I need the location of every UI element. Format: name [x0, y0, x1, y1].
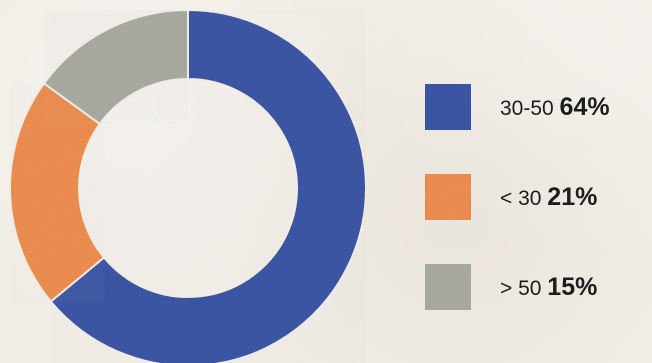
slice-50 — [42, 8, 189, 126]
legend-swatch — [425, 264, 471, 310]
legend-label: < 30 — [500, 187, 547, 210]
legend-entry: > 50 15% — [500, 273, 597, 301]
legend: 30-50 64% < 30 21% > 50 15% — [425, 84, 610, 310]
slice-30 — [9, 81, 106, 303]
legend-value: 21% — [547, 183, 597, 211]
legend-entry: 30-50 64% — [500, 93, 610, 121]
legend-value: 64% — [560, 93, 610, 121]
legend-value: 15% — [547, 273, 597, 301]
legend-entry: < 30 21% — [500, 183, 597, 211]
legend-swatch — [425, 174, 471, 220]
donut-slices — [9, 8, 367, 363]
legend-label: 30-50 — [500, 97, 560, 120]
slice-30-50 — [49, 8, 367, 363]
legend-label: > 50 — [500, 277, 547, 300]
legend-swatch — [425, 84, 471, 130]
